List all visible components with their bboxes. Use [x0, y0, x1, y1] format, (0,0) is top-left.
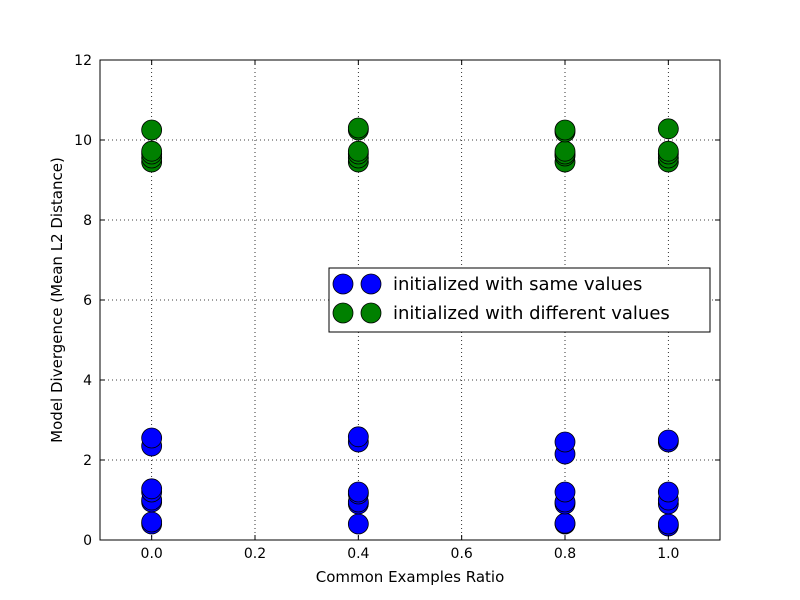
legend-marker-different-right	[360, 302, 382, 324]
point-same-values	[141, 478, 163, 500]
y-axis-title: Model Divergence (Mean L2 Distance)	[48, 157, 66, 443]
legend-label-different: initialized with different values	[393, 303, 670, 324]
x-tick-label: 0.2	[244, 546, 266, 562]
point-different-values	[141, 119, 163, 141]
y-tick-label: 12	[74, 53, 92, 69]
point-different-values	[657, 140, 679, 162]
point-same-values	[554, 512, 576, 534]
legend-entry-different: initialized with different values	[332, 302, 670, 324]
point-same-values	[554, 481, 576, 503]
point-same-values	[141, 511, 163, 533]
x-tick-label: 0.0	[141, 546, 163, 562]
point-same-values	[657, 429, 679, 451]
point-different-values	[347, 117, 369, 139]
y-tick-label: 6	[83, 293, 92, 309]
point-same-values	[657, 513, 679, 535]
x-tick-label: 0.4	[347, 546, 369, 562]
point-different-values	[657, 118, 679, 140]
point-same-values	[657, 481, 679, 503]
point-same-values	[347, 513, 369, 535]
legend-entry-same: initialized with same values	[332, 273, 642, 295]
y-tick-label: 0	[83, 533, 92, 549]
point-same-values	[141, 427, 163, 449]
x-tick-label: 1.0	[657, 546, 679, 562]
legend-label-same: initialized with same values	[393, 274, 642, 295]
y-tick-label: 8	[83, 213, 92, 229]
legend: initialized with same values initialized…	[328, 267, 711, 333]
y-tick-label: 4	[83, 373, 92, 389]
x-tick-label: 0.8	[554, 546, 576, 562]
legend-marker-same-left	[332, 273, 354, 295]
legend-marker-same-right	[360, 273, 382, 295]
y-tick-label: 10	[74, 133, 92, 149]
axis-ticks: 0.0 0.2 0.4 0.6 0.8 1.0 0 2 4 6 8 10 12	[74, 53, 720, 562]
x-axis-title: Common Examples Ratio	[316, 568, 505, 586]
point-different-values	[554, 140, 576, 162]
point-different-values	[347, 140, 369, 162]
legend-box	[328, 267, 711, 333]
y-tick-label: 2	[83, 453, 92, 469]
point-same-values	[347, 481, 369, 503]
point-same-values	[347, 426, 369, 448]
point-different-values	[554, 119, 576, 141]
data-points	[141, 117, 679, 537]
legend-marker-different-left	[332, 302, 354, 324]
point-different-values	[141, 140, 163, 162]
x-tick-label: 0.6	[451, 546, 473, 562]
point-same-values	[554, 431, 576, 453]
